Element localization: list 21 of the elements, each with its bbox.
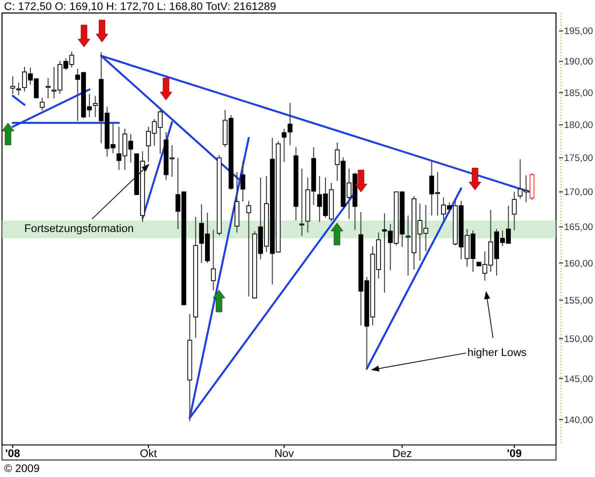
y-tick-label: 170,00 bbox=[564, 187, 594, 198]
text: © 2009 bbox=[4, 463, 40, 475]
annotation: Fortsetzungsformation bbox=[24, 223, 134, 235]
chart-title: C: 172,50 O: 169,10 H: 172,70 L: 168,80 TotV: 2161289 bbox=[4, 1, 276, 13]
y-tick-label: 150,00 bbox=[564, 334, 594, 345]
y-tick-label: 140,00 bbox=[564, 414, 594, 426]
y-tick-label: 195,00 bbox=[564, 26, 594, 38]
y-tick-label: 190,00 bbox=[564, 56, 594, 68]
y-tick-label: 185,00 bbox=[564, 88, 594, 99]
x-tick-label: '08 bbox=[5, 448, 20, 460]
y-tick-label: 160,00 bbox=[564, 258, 594, 270]
y-tick-label: 145,00 bbox=[564, 374, 594, 385]
annotation: higher Lows bbox=[467, 347, 528, 359]
x-tick-label: '09 bbox=[506, 448, 522, 460]
y-tick-label: 165,00 bbox=[564, 222, 594, 234]
x-tick-label: Okt bbox=[140, 448, 157, 460]
x-tick-label: Nov bbox=[274, 448, 294, 460]
y-tick-label: 155,00 bbox=[564, 296, 594, 307]
x-tick-label: Dez bbox=[392, 448, 412, 460]
y-tick-label: 180,00 bbox=[564, 120, 594, 132]
y-tick-label: 175,00 bbox=[564, 153, 594, 164]
